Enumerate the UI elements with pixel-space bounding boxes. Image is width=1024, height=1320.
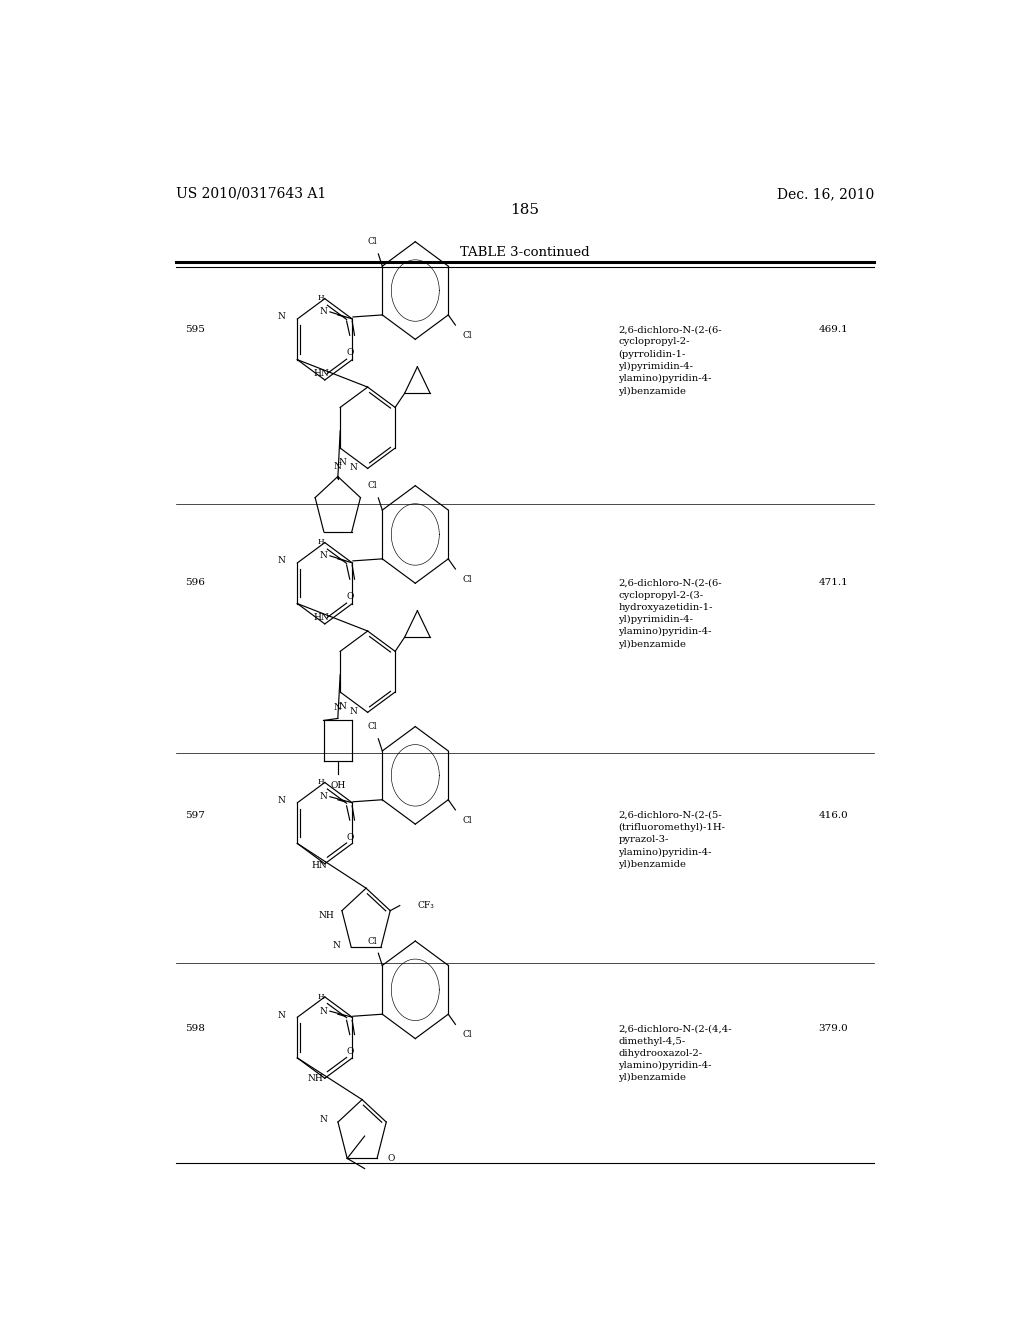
Text: N: N (333, 941, 341, 950)
Text: N: N (334, 462, 342, 471)
Text: OH: OH (330, 781, 345, 789)
Text: O: O (346, 1047, 353, 1056)
Text: 2,6-dichloro-N-(2-(5-
(trifluoromethyl)-1H-
pyrazol-3-
ylamino)pyridin-4-
yl)ben: 2,6-dichloro-N-(2-(5- (trifluoromethyl)-… (618, 810, 725, 869)
Text: N: N (278, 313, 286, 322)
Text: 2,6-dichloro-N-(2-(6-
cyclopropyl-2-
(pyrrolidin-1-
yl)pyrimidin-4-
ylamino)pyri: 2,6-dichloro-N-(2-(6- cyclopropyl-2- (py… (618, 325, 722, 396)
Text: 416.0: 416.0 (818, 810, 848, 820)
Text: HN: HN (313, 612, 330, 622)
Text: 596: 596 (185, 578, 205, 587)
Text: 597: 597 (185, 810, 205, 820)
Text: Cl: Cl (463, 1030, 472, 1039)
Text: Cl: Cl (463, 816, 472, 825)
Text: Cl: Cl (463, 574, 472, 583)
Text: HN: HN (311, 862, 327, 870)
Text: N: N (349, 706, 357, 715)
Text: H: H (317, 993, 325, 1001)
Text: H: H (317, 537, 325, 545)
Text: N: N (319, 1007, 328, 1015)
Text: H: H (317, 293, 325, 302)
Text: Cl: Cl (368, 936, 377, 945)
Text: NH: NH (318, 911, 334, 920)
Text: O: O (346, 348, 353, 356)
Text: N: N (319, 308, 328, 317)
Text: 379.0: 379.0 (818, 1024, 848, 1034)
Text: O: O (388, 1154, 395, 1163)
Text: 469.1: 469.1 (818, 325, 848, 334)
Text: N: N (278, 1011, 286, 1020)
Text: 471.1: 471.1 (818, 578, 848, 587)
Text: O: O (346, 591, 353, 601)
Text: 185: 185 (510, 203, 540, 216)
Text: 2,6-dichloro-N-(2-(4,4-
dimethyl-4,5-
dihydrooxazol-2-
ylamino)pyridin-4-
yl)ben: 2,6-dichloro-N-(2-(4,4- dimethyl-4,5- di… (618, 1024, 732, 1082)
Text: TABLE 3-continued: TABLE 3-continued (460, 246, 590, 259)
Text: N: N (319, 1114, 328, 1123)
Text: NH: NH (307, 1074, 324, 1084)
Text: N: N (334, 702, 342, 711)
Text: Cl: Cl (368, 482, 377, 490)
Text: 2,6-dichloro-N-(2-(6-
cyclopropyl-2-(3-
hydroxyazetidin-1-
yl)pyrimidin-4-
ylami: 2,6-dichloro-N-(2-(6- cyclopropyl-2-(3- … (618, 578, 722, 648)
Text: Cl: Cl (463, 331, 472, 339)
Text: HN: HN (313, 368, 330, 378)
Text: N: N (278, 557, 286, 565)
Text: N: N (349, 463, 357, 471)
Text: N: N (278, 796, 286, 805)
Text: N: N (339, 458, 346, 467)
Text: Cl: Cl (368, 238, 377, 247)
Text: CF₃: CF₃ (417, 902, 434, 909)
Text: O: O (346, 833, 353, 842)
Text: 595: 595 (185, 325, 205, 334)
Text: H: H (317, 779, 325, 787)
Text: N: N (319, 792, 328, 801)
Text: N: N (319, 552, 328, 560)
Text: Cl: Cl (368, 722, 377, 731)
Text: 598: 598 (185, 1024, 205, 1034)
Text: US 2010/0317643 A1: US 2010/0317643 A1 (176, 187, 326, 201)
Text: Dec. 16, 2010: Dec. 16, 2010 (777, 187, 873, 201)
Text: N: N (339, 702, 346, 710)
